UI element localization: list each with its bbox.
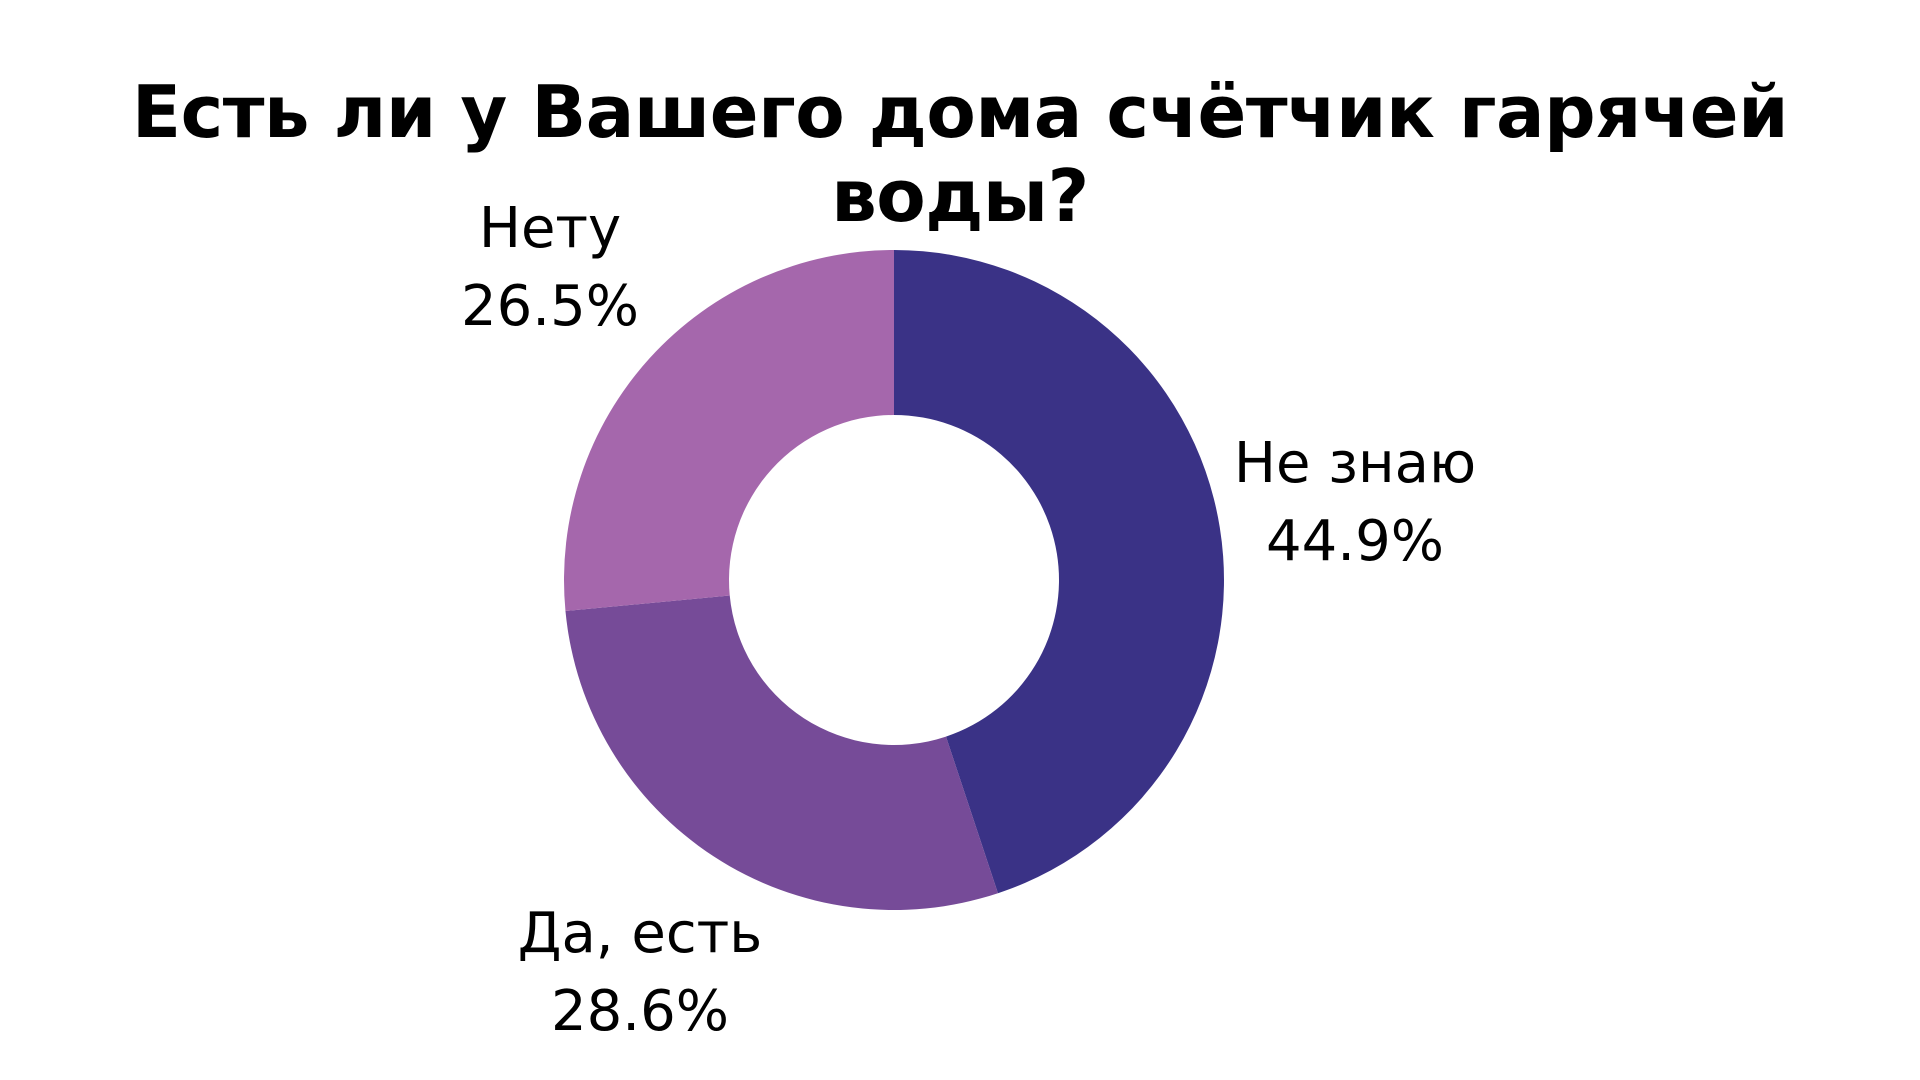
donut-slice-2 <box>565 595 998 910</box>
label-da-est: Да, есть 28.6% <box>500 895 780 1051</box>
label-netu: Нету 26.5% <box>430 190 670 346</box>
label-ne-znayu-name: Не знаю <box>1233 431 1477 496</box>
label-netu-name: Нету <box>478 196 622 261</box>
label-ne-znayu-value: 44.9% <box>1266 509 1444 574</box>
donut-slice-3 <box>564 250 894 612</box>
label-da-est-value: 28.6% <box>551 979 729 1044</box>
label-ne-znayu: Не знаю 44.9% <box>1225 425 1485 581</box>
donut-slice-1 <box>894 250 1224 894</box>
chart-title: Есть ли у Вашего дома счётчик гарячей во… <box>131 70 1789 238</box>
label-netu-value: 26.5% <box>461 274 639 339</box>
label-da-est-name: Да, есть <box>517 901 763 966</box>
